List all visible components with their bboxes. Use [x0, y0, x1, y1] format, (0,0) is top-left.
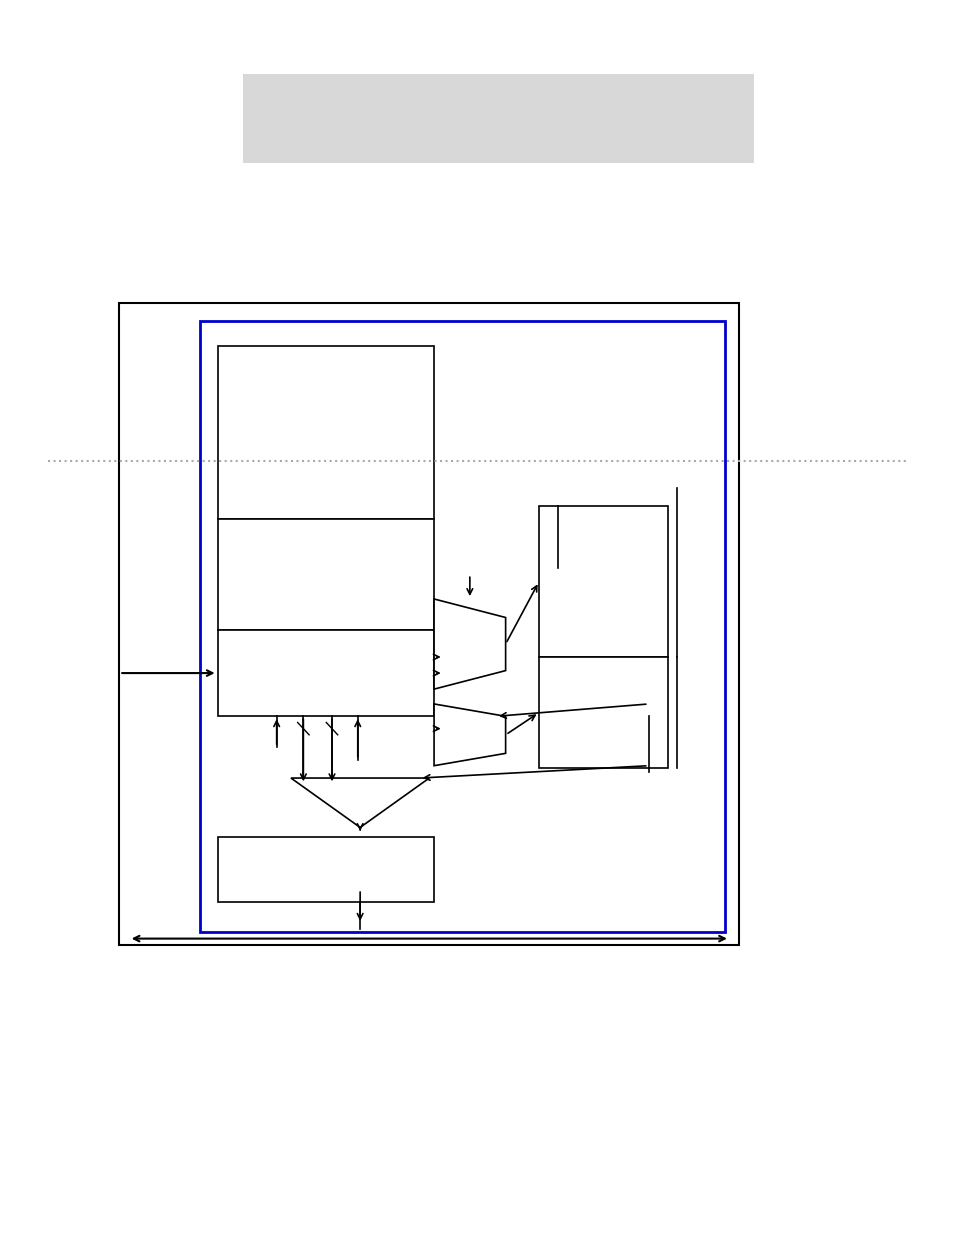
- Polygon shape: [434, 704, 505, 766]
- Bar: [217, 519, 434, 630]
- Bar: [200, 321, 724, 932]
- Polygon shape: [434, 599, 505, 689]
- Bar: [119, 303, 739, 945]
- Bar: [217, 630, 434, 716]
- Polygon shape: [291, 778, 429, 827]
- Bar: [538, 506, 667, 657]
- Bar: [243, 74, 753, 163]
- Bar: [217, 837, 434, 902]
- Bar: [538, 657, 667, 768]
- Bar: [217, 346, 434, 519]
